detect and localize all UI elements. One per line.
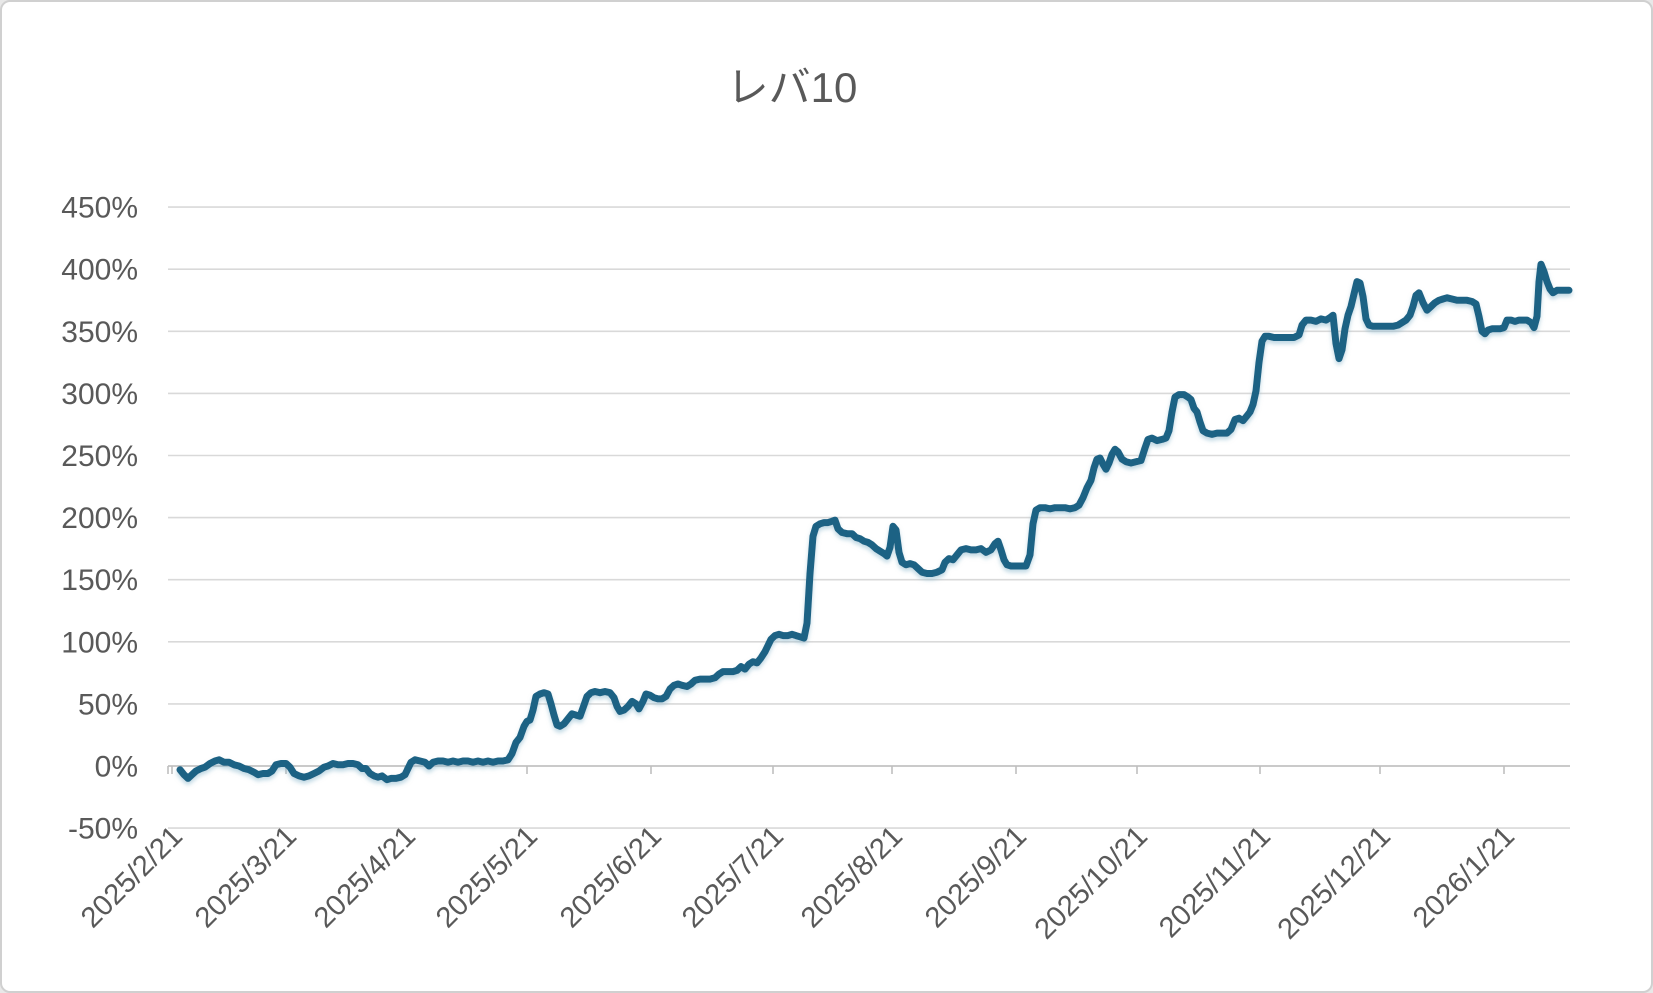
x-axis-tick-label: 2025/7/21 (676, 820, 790, 934)
x-axis-labels: 2025/2/21 2025/3/21 2025/4/21 2025/5/21 2025… (75, 820, 1521, 945)
x-axis-tick-label: 2025/12/21 (1272, 820, 1397, 945)
y-axis-tick-label: 400% (61, 254, 138, 287)
x-axis-tick-label: 2025/11/21 (1153, 820, 1277, 944)
x-axis-tick-label: 2026/1/21 (1407, 820, 1521, 934)
x-axis-tick-label: 2025/5/21 (430, 820, 544, 934)
y-axis-tick-label: -50% (68, 813, 138, 846)
y-axis-tick-label: 350% (61, 316, 138, 349)
y-axis-tick-label: 150% (61, 564, 138, 597)
x-axis-line (167, 765, 1570, 774)
y-axis-tick-label: 100% (61, 626, 138, 659)
series-group (176, 260, 1573, 784)
y-axis-tick-label: 50% (78, 688, 138, 721)
x-axis-tick-label: 2025/10/21 (1029, 820, 1154, 945)
y-axis-tick-label: 200% (61, 502, 138, 535)
x-axis-tick-label: 2025/8/21 (795, 820, 909, 934)
y-axis-labels: 450% 400% 350% 300% 250% 200% 150% 100% 50% 0% -50… (61, 192, 138, 846)
y-axis-tick-label: 0% (95, 751, 138, 784)
y-axis-tick-label: 300% (61, 378, 138, 411)
y-axis-tick-label: 450% (61, 192, 138, 225)
gridlines (168, 206, 1570, 829)
x-axis-tick-label: 2025/6/21 (554, 820, 668, 934)
x-axis-tick-label: 2025/4/21 (308, 820, 422, 934)
x-axis-tick-label: 2025/3/21 (189, 820, 303, 934)
chart-title: レバ10 (726, 64, 858, 111)
series-line (176, 260, 1573, 784)
x-axis-tick-label: 2025/9/21 (919, 820, 1033, 934)
y-axis-tick-label: 250% (61, 440, 138, 473)
